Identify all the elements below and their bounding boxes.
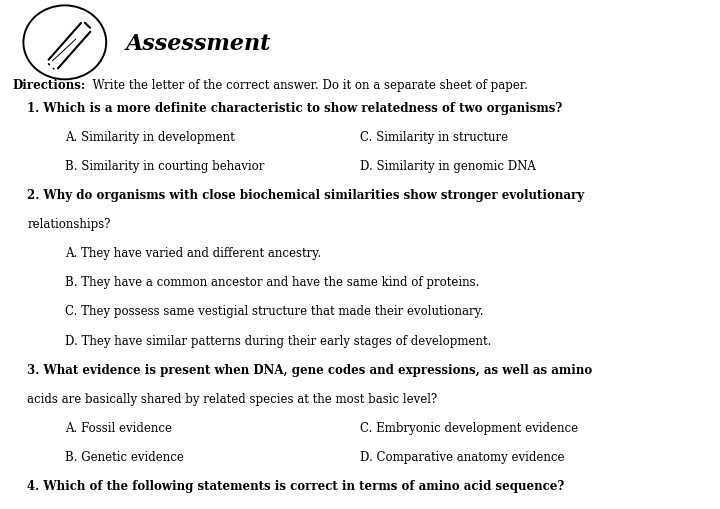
Text: Directions:: Directions: [13,79,86,92]
Text: 3. What evidence is present when DNA, gene codes and expressions, as well as ami: 3. What evidence is present when DNA, ge… [27,363,593,376]
Text: 2. Why do organisms with close biochemical similarities show stronger evolutiona: 2. Why do organisms with close biochemic… [27,189,585,202]
Text: C. Similarity in structure: C. Similarity in structure [360,131,508,144]
Text: relationships?: relationships? [27,218,111,231]
Text: A. Similarity in development: A. Similarity in development [65,131,235,144]
Text: D. Similarity in genomic DNA: D. Similarity in genomic DNA [360,160,536,173]
Text: A. They have varied and different ancestry.: A. They have varied and different ancest… [65,247,321,260]
Text: Write the letter of the correct answer. Do it on a separate sheet of paper.: Write the letter of the correct answer. … [85,79,528,92]
Text: acids are basically shared by related species at the most basic level?: acids are basically shared by related sp… [27,392,438,405]
Text: B. Similarity in courting behavior: B. Similarity in courting behavior [65,160,264,173]
Text: B. They have a common ancestor and have the same kind of proteins.: B. They have a common ancestor and have … [65,276,480,289]
Text: C. Embryonic development evidence: C. Embryonic development evidence [360,421,578,434]
Text: D. Comparative anatomy evidence: D. Comparative anatomy evidence [360,450,564,463]
Text: 4. Which of the following statements is correct in terms of amino acid sequence?: 4. Which of the following statements is … [27,479,564,492]
Text: A. Fossil evidence: A. Fossil evidence [65,421,172,434]
Text: C. They possess same vestigial structure that made their evolutionary.: C. They possess same vestigial structure… [65,305,483,318]
Text: B. Genetic evidence: B. Genetic evidence [65,450,184,463]
Text: A. The greater the differences in the amino acid sequence of two species: A. The greater the differences in the am… [65,508,500,509]
Text: Assessment: Assessment [126,33,271,55]
Text: D. They have similar patterns during their early stages of development.: D. They have similar patterns during the… [65,334,491,347]
Text: 1. Which is a more definite characteristic to show relatedness of two organisms?: 1. Which is a more definite characterist… [27,102,562,115]
